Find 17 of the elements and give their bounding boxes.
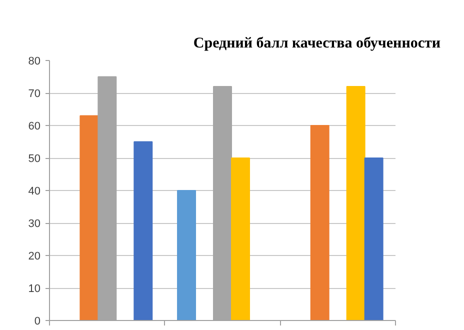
bar [177,190,196,320]
y-tick-label: 70 [28,88,41,100]
chart-title: Средний балл качества обученности [193,36,441,52]
bar [134,141,153,320]
y-tick-label: 50 [28,153,41,165]
bar [80,115,99,320]
bar [230,158,250,320]
y-tick-label: 20 [28,250,41,262]
y-tick-label: 10 [28,283,41,295]
y-tick-label: 80 [28,56,41,68]
bar [364,158,384,320]
bar [346,86,366,320]
bar [310,125,330,320]
y-tick-label: 40 [28,186,41,198]
y-tick-label: 60 [28,120,41,132]
y-tick-label: 0 [34,316,41,328]
y-tick-label: 30 [28,218,41,230]
